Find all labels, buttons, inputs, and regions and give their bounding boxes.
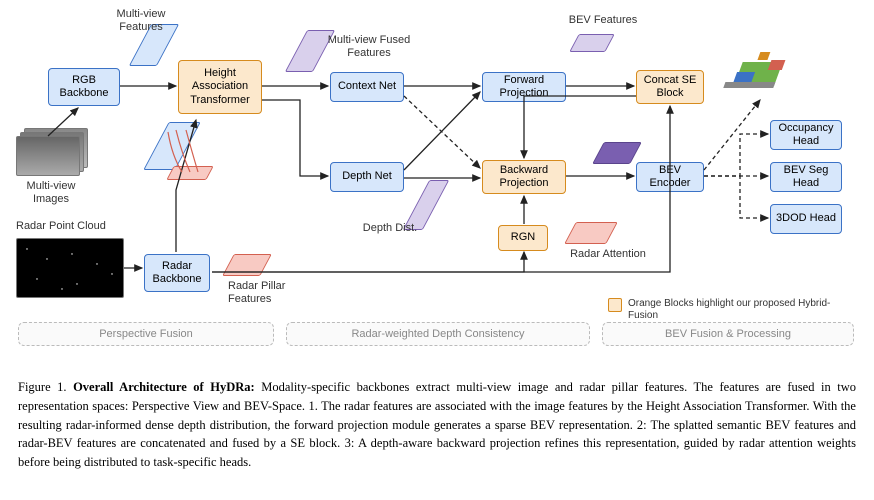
para-radar-plane (166, 166, 213, 180)
mv-image-1 (16, 136, 80, 176)
label-bev-features: BEV Features (560, 14, 646, 27)
label-mv-images: Multi-view Images (14, 180, 88, 206)
block-hat: Height Association Transformer (178, 60, 262, 114)
region-bev: BEV Fusion & Processing (602, 322, 854, 346)
output-3d-icon (720, 42, 828, 106)
block-radar-backbone: Radar Backbone (144, 254, 210, 292)
legend-text: Orange Blocks highlight our proposed Hyb… (628, 298, 856, 322)
block-bev-encoder: BEV Encoder (636, 162, 704, 192)
block-dod-head: 3DOD Head (770, 204, 842, 234)
label-mv-features: Multi-view Features (106, 8, 176, 34)
architecture-diagram: Perspective Fusion Radar-weighted Depth … (0, 0, 874, 360)
region-perspective: Perspective Fusion (18, 322, 274, 346)
block-seg-head: BEV Seg Head (770, 162, 842, 192)
block-occ-head: Occupancy Head (770, 120, 842, 150)
label-radar-attention: Radar Attention (560, 248, 656, 261)
caption-title: Overall Architecture of HyDRa: (73, 380, 255, 394)
para-bev-solid (592, 142, 642, 164)
para-bev-feat (569, 34, 615, 52)
label-radar-pillar: Radar Pillar Features (228, 280, 318, 306)
legend-swatch (608, 298, 622, 312)
label-radar-pc: Radar Point Cloud (16, 220, 124, 233)
label-mv-fused: Multi-view Fused Features (324, 34, 414, 60)
para-radar-att (564, 222, 618, 244)
figure-caption: Figure 1. Overall Architecture of HyDRa:… (18, 378, 856, 472)
block-backward-proj: Backward Projection (482, 160, 566, 194)
block-concat-se: Concat SE Block (636, 70, 704, 104)
label-depth-dist: Depth Dist. (354, 222, 426, 235)
block-depth-net: Depth Net (330, 162, 404, 192)
block-rgb-backbone: RGB Backbone (48, 68, 120, 106)
region-depth: Radar-weighted Depth Consistency (286, 322, 590, 346)
radar-image (16, 238, 124, 298)
caption-fig-num: Figure 1. (18, 380, 67, 394)
block-forward-proj: Forward Projection (482, 72, 566, 102)
para-camera-feat (143, 122, 201, 170)
block-context-net: Context Net (330, 72, 404, 102)
block-rgn: RGN (498, 225, 548, 251)
para-radar-pillar (222, 254, 272, 276)
